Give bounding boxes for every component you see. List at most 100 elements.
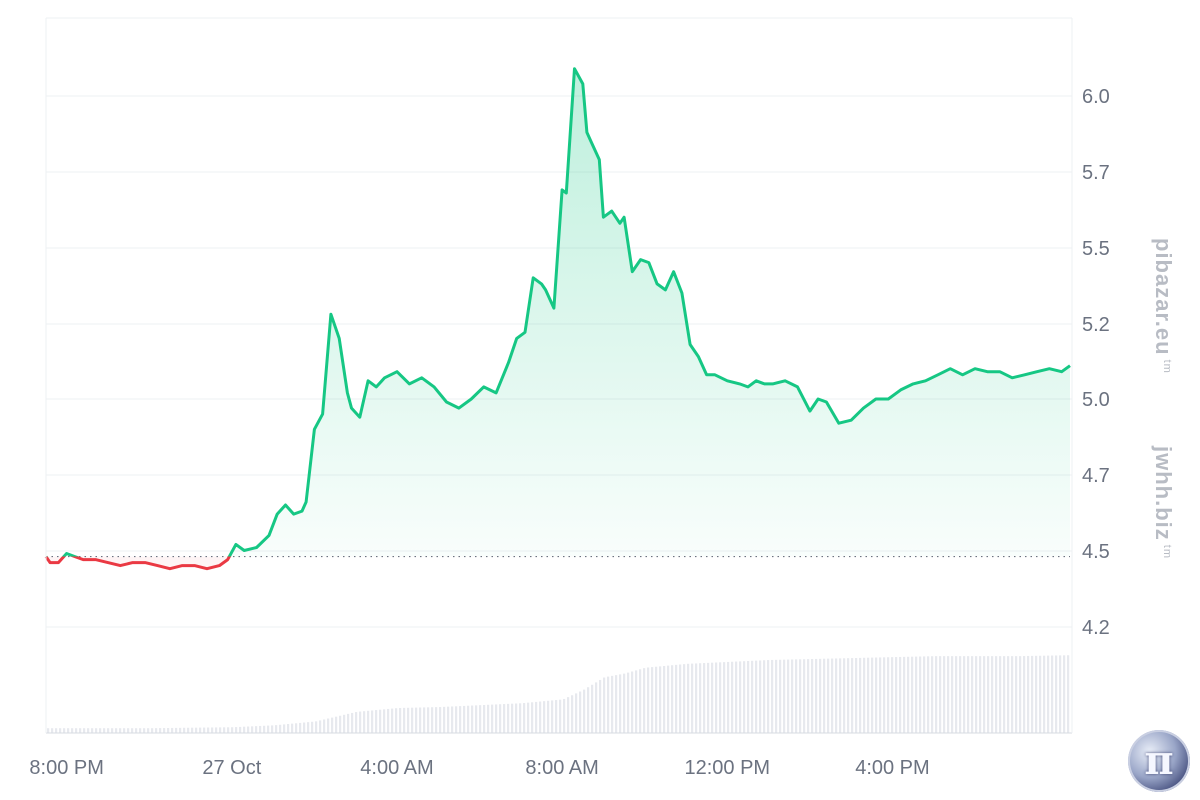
- volume-bar: [847, 658, 850, 733]
- volume-bar: [475, 705, 478, 733]
- volume-bar: [591, 684, 594, 733]
- volume-bar: [867, 657, 870, 733]
- volume-bar: [167, 727, 170, 733]
- volume-bar: [1059, 655, 1062, 733]
- volume-bar: [815, 658, 818, 733]
- volume-bar: [563, 698, 566, 733]
- volume-bar: [1007, 656, 1010, 733]
- volume-bar: [583, 689, 586, 733]
- volume-bar: [855, 657, 858, 733]
- volume-bar: [103, 728, 106, 733]
- volume-bar: [935, 656, 938, 733]
- volume-bar: [899, 656, 902, 733]
- volume-bar: [123, 728, 126, 733]
- volume-bar: [275, 725, 278, 733]
- volume-bar: [335, 716, 338, 733]
- volume-bar: [503, 704, 506, 733]
- y-tick-label: 4.7: [1082, 465, 1110, 487]
- area-fill-up: [63, 68, 1070, 557]
- volume-bar: [199, 727, 202, 733]
- volume-bar: [631, 671, 634, 733]
- volume-bar: [259, 725, 262, 733]
- volume-bar: [347, 713, 350, 733]
- volume-bar: [71, 728, 74, 733]
- volume-bar: [719, 662, 722, 733]
- volume-bar: [395, 708, 398, 733]
- volume-bar: [363, 711, 366, 733]
- volume-bar: [559, 699, 562, 733]
- volume-bar: [615, 675, 618, 733]
- volume-bar: [791, 659, 794, 733]
- price-line-up: [46, 67, 1071, 557]
- y-tick-label: 4.5: [1082, 541, 1110, 563]
- volume-bar: [967, 656, 970, 733]
- volume-bar: [639, 669, 642, 733]
- volume-bar: [315, 721, 318, 733]
- volume-bar: [247, 726, 250, 733]
- volume-bar: [999, 656, 1002, 733]
- volume-bar: [547, 700, 550, 733]
- volume-bar: [523, 703, 526, 733]
- volume-bar: [79, 728, 82, 733]
- volume-bar: [131, 728, 134, 733]
- volume-bar: [595, 682, 598, 733]
- volume-bar: [611, 675, 614, 733]
- volume-bar: [1031, 655, 1034, 733]
- volume-bar: [359, 711, 362, 733]
- volume-bar: [179, 727, 182, 733]
- volume-bar: [803, 659, 806, 733]
- volume-bar: [119, 728, 122, 733]
- volume-bar: [183, 727, 186, 733]
- volume-bar: [859, 657, 862, 733]
- volume-bar: [455, 706, 458, 733]
- volume-bar: [291, 723, 294, 733]
- volume-bar: [467, 705, 470, 733]
- volume-bar: [139, 728, 142, 733]
- volume-bar: [683, 664, 686, 733]
- volume-bar: [75, 728, 78, 733]
- volume-bar: [607, 676, 610, 733]
- volume-bar: [623, 673, 626, 733]
- volume-bar: [143, 728, 146, 733]
- volume-bar: [371, 710, 374, 733]
- volume-bar: [643, 668, 646, 733]
- volume-bar: [207, 727, 210, 733]
- volume-bar: [195, 727, 198, 733]
- volume-bar: [203, 727, 206, 733]
- volume-bar: [587, 687, 590, 733]
- volume-bar: [875, 657, 878, 733]
- volume-bar: [527, 702, 530, 733]
- volume-bar: [83, 728, 86, 733]
- volume-bar: [135, 728, 138, 733]
- volume-bar: [911, 656, 914, 733]
- volume-bar: [1011, 656, 1014, 733]
- volume-bar: [703, 663, 706, 733]
- volume-bar: [507, 703, 510, 733]
- volume-bar: [423, 707, 426, 733]
- volume-bar: [863, 657, 866, 733]
- volume-bar: [943, 656, 946, 733]
- volume-bar: [963, 656, 966, 733]
- volume-bar: [51, 728, 54, 733]
- volume-bar: [63, 728, 66, 733]
- volume-bar: [431, 707, 434, 733]
- volume-bar: [707, 662, 710, 733]
- volume-bar: [251, 726, 254, 733]
- volume-bar: [599, 679, 602, 733]
- volume-bar: [263, 725, 266, 733]
- volume-bar: [307, 722, 310, 733]
- volume-bar: [427, 707, 430, 733]
- volume-bar: [147, 728, 150, 733]
- volume-bar: [831, 658, 834, 733]
- volume-bar: [555, 700, 558, 733]
- y-tick-label: 5.0: [1082, 389, 1110, 411]
- volume-bar: [1055, 655, 1058, 733]
- volume-bar: [271, 725, 274, 733]
- volume-bar: [471, 705, 474, 733]
- volume-bar: [743, 661, 746, 733]
- volume-bar: [1023, 656, 1026, 733]
- volume-bar: [887, 657, 890, 733]
- volume-bar: [895, 657, 898, 733]
- volume-bar: [55, 728, 58, 733]
